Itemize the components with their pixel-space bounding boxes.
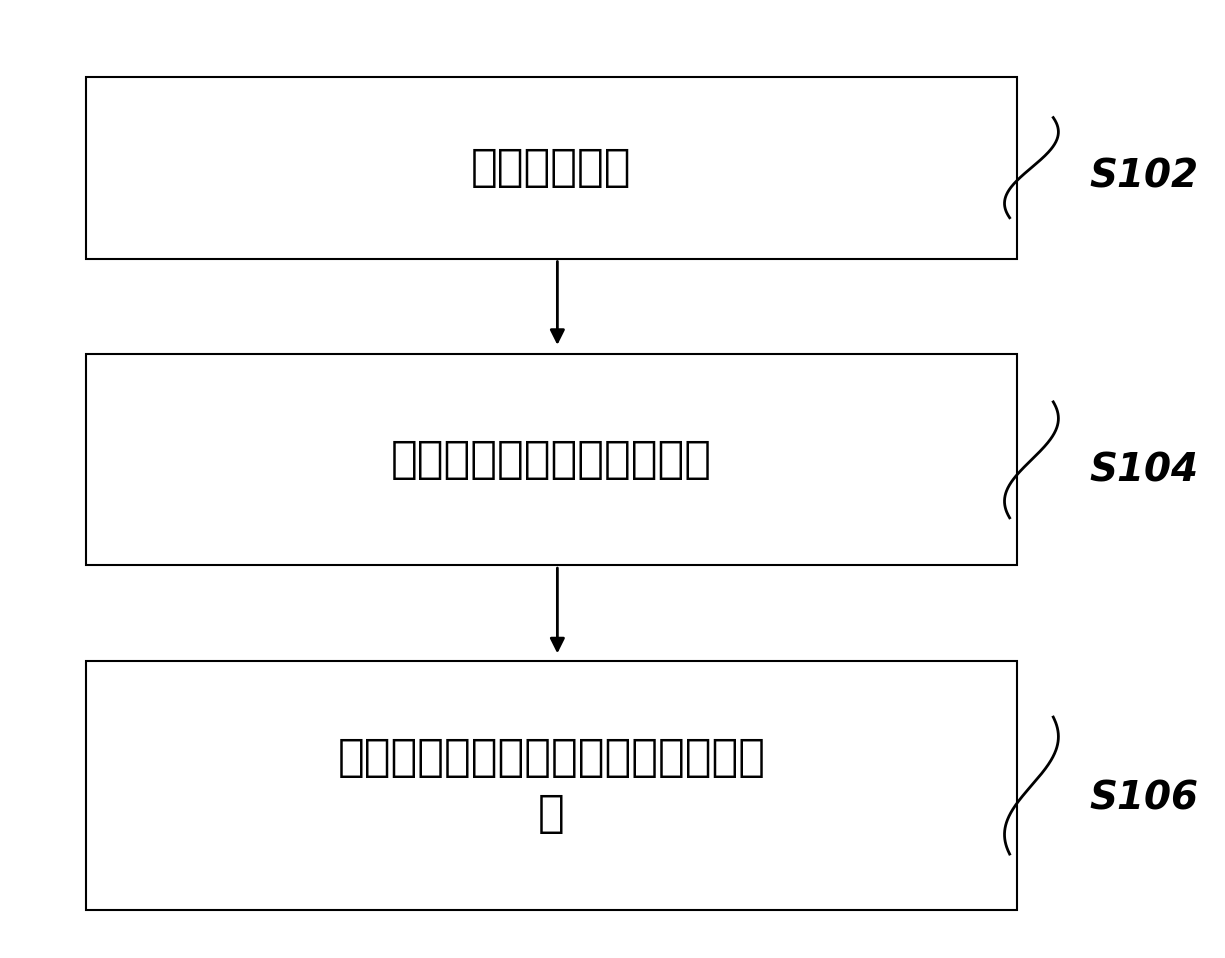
Bar (86, 77, 1017, 259)
Text: S102: S102 (1089, 158, 1198, 195)
Text: 发送图像信息至云端处理器: 发送图像信息至云端处理器 (391, 439, 712, 481)
Text: 采集图像信息: 采集图像信息 (470, 147, 632, 189)
Bar (86, 354, 1017, 565)
Text: S106: S106 (1089, 779, 1198, 817)
Bar (86, 661, 1017, 910)
Text: S104: S104 (1089, 451, 1198, 490)
Text: 接收并解析云端处理器反馈的注视信
息: 接收并解析云端处理器反馈的注视信 息 (337, 736, 766, 835)
